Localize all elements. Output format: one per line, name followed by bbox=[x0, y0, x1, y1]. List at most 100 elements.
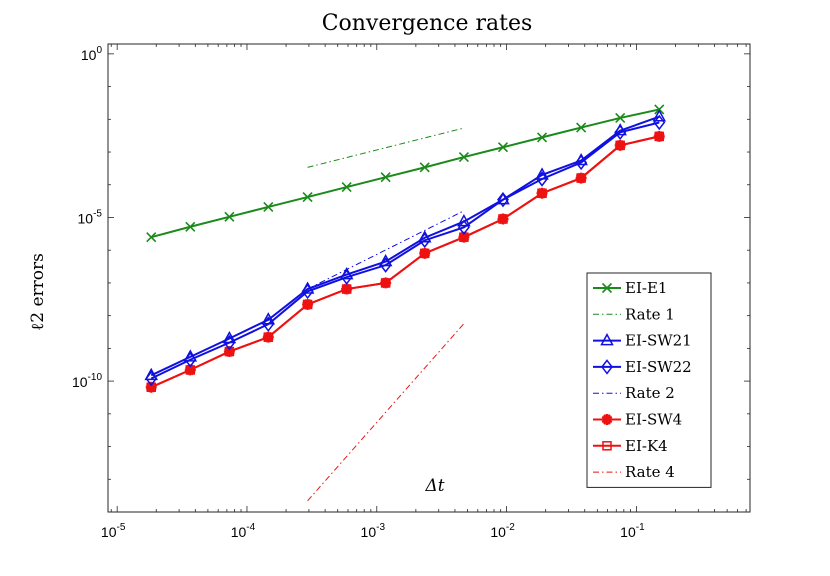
data-point-ei-sw21 bbox=[261, 312, 276, 325]
data-point-ei-sw4 bbox=[380, 277, 392, 289]
series-rate-2 bbox=[307, 210, 465, 290]
y-tick-label: 10-5 bbox=[78, 208, 103, 226]
y-tick-exponent: 0 bbox=[96, 45, 102, 56]
data-point-ei-sw21 bbox=[535, 167, 549, 180]
data-point-ei-sw21 bbox=[183, 349, 198, 362]
data-point-ei-e1 bbox=[263, 201, 274, 212]
y-tick-label: 100 bbox=[81, 45, 103, 63]
plot-series bbox=[144, 104, 667, 502]
y-axis-label: ℓ2 errors bbox=[28, 253, 48, 331]
data-point-ei-sw4 bbox=[536, 187, 548, 199]
x-tick-exponent: -2 bbox=[506, 522, 515, 533]
y-tick-label: 10-10 bbox=[72, 372, 102, 390]
legend-label-rate-4: Rate 4 bbox=[625, 463, 675, 481]
data-point-ei-sw4 bbox=[223, 346, 235, 358]
data-point-ei-e1 bbox=[146, 232, 157, 243]
legend-marker-ei-e1 bbox=[601, 282, 613, 294]
legend-entry-ei-sw21: EI-SW21 bbox=[593, 332, 692, 350]
y-tick-exponent: -5 bbox=[93, 208, 102, 219]
x-tick-exponent: -3 bbox=[376, 522, 385, 533]
data-point-ei-sw4 bbox=[419, 247, 431, 259]
plot-axes: 10-5 10-4 10-3 10-2 10-1 100 10-5 10-10 bbox=[72, 43, 751, 540]
data-point-ei-sw4 bbox=[262, 331, 274, 343]
data-point-ei-e1 bbox=[576, 122, 587, 133]
data-point-ei-sw21 bbox=[222, 330, 237, 344]
data-point-ei-e1 bbox=[185, 221, 196, 232]
legend-marker-ei-sw4 bbox=[601, 414, 613, 425]
data-point-ei-e1 bbox=[536, 132, 548, 143]
legend-entry-ei-k4: EI-K4 bbox=[593, 437, 668, 455]
x-tick-exponent: -1 bbox=[636, 522, 645, 533]
x-tick-label: 10-1 bbox=[620, 522, 645, 540]
data-point-ei-e1 bbox=[224, 211, 235, 222]
legend-entry-ei-sw22: EI-SW22 bbox=[593, 358, 692, 376]
series-ei-sw21 bbox=[144, 109, 667, 381]
data-point-ei-e1 bbox=[341, 181, 352, 193]
x-tick-label: 10-4 bbox=[231, 522, 256, 540]
legend-label-ei-sw4: EI-SW4 bbox=[625, 411, 682, 429]
x-tick-exponent: -5 bbox=[116, 522, 125, 533]
x-axis-label: Δt bbox=[424, 476, 444, 496]
data-point-ei-e1 bbox=[458, 152, 469, 163]
data-point-ei-sw4 bbox=[458, 231, 470, 243]
data-point-ei-sw4 bbox=[575, 172, 587, 184]
data-point-ei-sw21 bbox=[378, 253, 393, 267]
x-tick-label: 10-2 bbox=[490, 522, 515, 540]
legend-label-ei-sw22: EI-SW22 bbox=[625, 358, 692, 376]
x-tick-label: 10-5 bbox=[101, 522, 126, 540]
series-line-rate-2 bbox=[307, 210, 465, 290]
series-rate-4 bbox=[307, 323, 465, 502]
data-point-ei-sw4 bbox=[145, 381, 157, 393]
data-point-ei-sw21 bbox=[339, 267, 354, 280]
x-tick-exponent: -4 bbox=[246, 522, 255, 533]
series-line-rate-4 bbox=[307, 323, 465, 502]
data-point-ei-sw21 bbox=[457, 214, 471, 227]
data-point-ei-e1 bbox=[302, 192, 313, 203]
legend-entry-rate-1: Rate 1 bbox=[593, 305, 675, 323]
series-rate-1 bbox=[307, 127, 465, 168]
y-axis-label-group: ℓ2 errors bbox=[28, 253, 48, 331]
legend-label-ei-k4: EI-K4 bbox=[625, 437, 668, 455]
data-point-ei-sw4 bbox=[614, 139, 626, 151]
series-line-ei-e1 bbox=[150, 108, 660, 239]
legend-label-rate-2: Rate 2 bbox=[625, 384, 675, 402]
data-point-ei-sw4 bbox=[184, 364, 196, 376]
y-tick-exponent: -10 bbox=[88, 372, 103, 383]
legend-label-ei-e1: EI-E1 bbox=[625, 279, 667, 297]
data-point-ei-e1 bbox=[615, 112, 626, 124]
data-point-ei-sw21 bbox=[613, 123, 627, 136]
data-point-ei-sw4 bbox=[302, 298, 314, 310]
legend-entry-rate-2: Rate 2 bbox=[593, 384, 675, 402]
data-point-ei-sw21 bbox=[496, 192, 510, 205]
data-point-ei-e1 bbox=[497, 142, 509, 153]
legend-label-rate-1: Rate 1 bbox=[625, 305, 675, 323]
series-ei-sw4 bbox=[145, 130, 665, 393]
legend-entry-ei-e1: EI-E1 bbox=[593, 279, 667, 297]
data-point-ei-sw4 bbox=[341, 283, 353, 295]
data-point-ei-e1 bbox=[419, 162, 430, 173]
plot-frame bbox=[107, 43, 751, 513]
x-tick-label: 10-3 bbox=[361, 522, 386, 540]
series-line-rate-1 bbox=[307, 127, 465, 168]
legend-marker-ei-sw21 bbox=[600, 333, 614, 346]
series-line-ei-sw21 bbox=[150, 115, 660, 377]
data-point-ei-e1 bbox=[380, 172, 391, 183]
chart-title: Convergence rates bbox=[322, 11, 533, 36]
data-point-ei-sw21 bbox=[144, 367, 158, 381]
legend-label-ei-sw21: EI-SW21 bbox=[625, 332, 692, 350]
legend-box bbox=[586, 272, 712, 488]
series-ei-e1 bbox=[146, 104, 665, 243]
data-point-ei-sw4 bbox=[497, 213, 509, 225]
legend-entry-ei-sw4: EI-SW4 bbox=[593, 411, 682, 429]
legend-marker-ei-k4 bbox=[602, 441, 612, 451]
legend: EI-E1 Rate 1 EI-SW21 EI-SW22 Rate 2 EI-SW4 EI-… bbox=[586, 272, 712, 488]
data-point-ei-sw21 bbox=[417, 230, 432, 243]
series-line-ei-sw4 bbox=[150, 135, 660, 389]
data-point-ei-sw21 bbox=[652, 109, 667, 122]
legend-entry-rate-4: Rate 4 bbox=[593, 463, 675, 481]
data-point-ei-sw4 bbox=[653, 130, 665, 142]
data-point-ei-sw21 bbox=[574, 152, 588, 166]
legend-marker-ei-sw22 bbox=[601, 359, 613, 375]
